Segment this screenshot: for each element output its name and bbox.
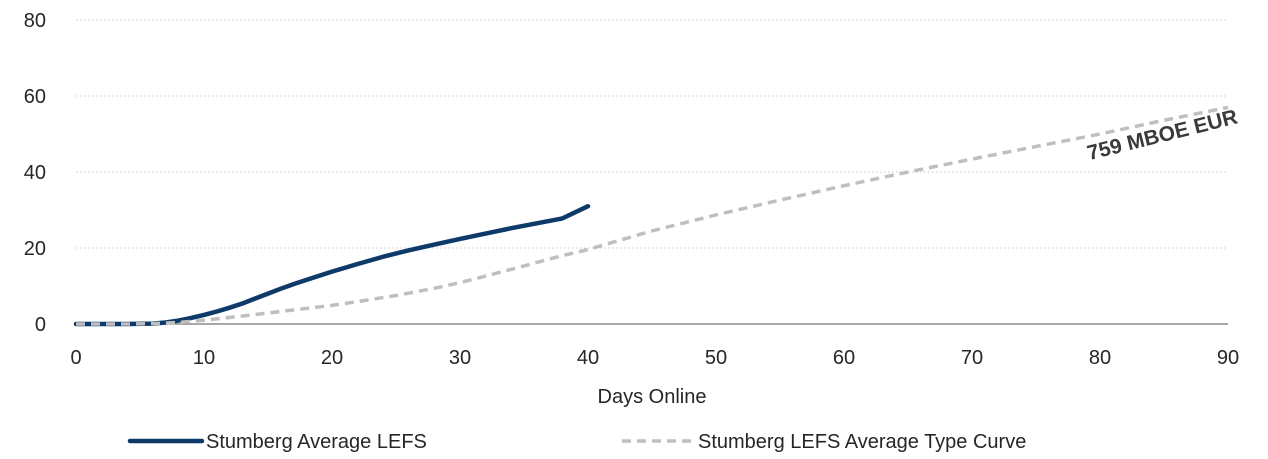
x-tick-label: 80 (1089, 347, 1111, 369)
legend-label: Stumberg Average LEFS (206, 431, 427, 453)
x-tick-label: 90 (1217, 347, 1239, 369)
series-line-type-curve (76, 105, 1229, 326)
x-tick-label: 60 (833, 347, 855, 369)
series-lines (73, 105, 1229, 327)
x-tick-label: 70 (961, 347, 983, 369)
x-tick-label: 30 (449, 347, 471, 369)
x-tick-labels: 0 10 20 30 40 50 60 70 80 90 (70, 347, 1239, 369)
y-tick-label: 20 (24, 238, 46, 260)
eur-annotation: 759 MBOE EUR (1085, 106, 1240, 166)
y-tick-label: 80 (24, 10, 46, 32)
y-tick-label: 40 (24, 162, 46, 184)
x-tick-label: 40 (577, 347, 599, 369)
x-axis-title: Days Online (598, 386, 707, 408)
annotations: 759 MBOE EUR (1085, 106, 1240, 166)
gridlines (76, 19, 1228, 249)
legend: Stumberg Average LEFS Stumberg LEFS Avera… (127, 431, 1026, 453)
legend-label: Stumberg LEFS Average Type Curve (698, 431, 1026, 453)
y-tick-labels: 0 20 40 60 80 (24, 10, 46, 336)
x-tick-label: 10 (193, 347, 215, 369)
y-tick-label: 60 (24, 86, 46, 108)
x-tick-label: 50 (705, 347, 727, 369)
x-tick-label: 20 (321, 347, 343, 369)
y-tick-label: 0 (35, 314, 46, 336)
x-tick-label: 0 (70, 347, 81, 369)
